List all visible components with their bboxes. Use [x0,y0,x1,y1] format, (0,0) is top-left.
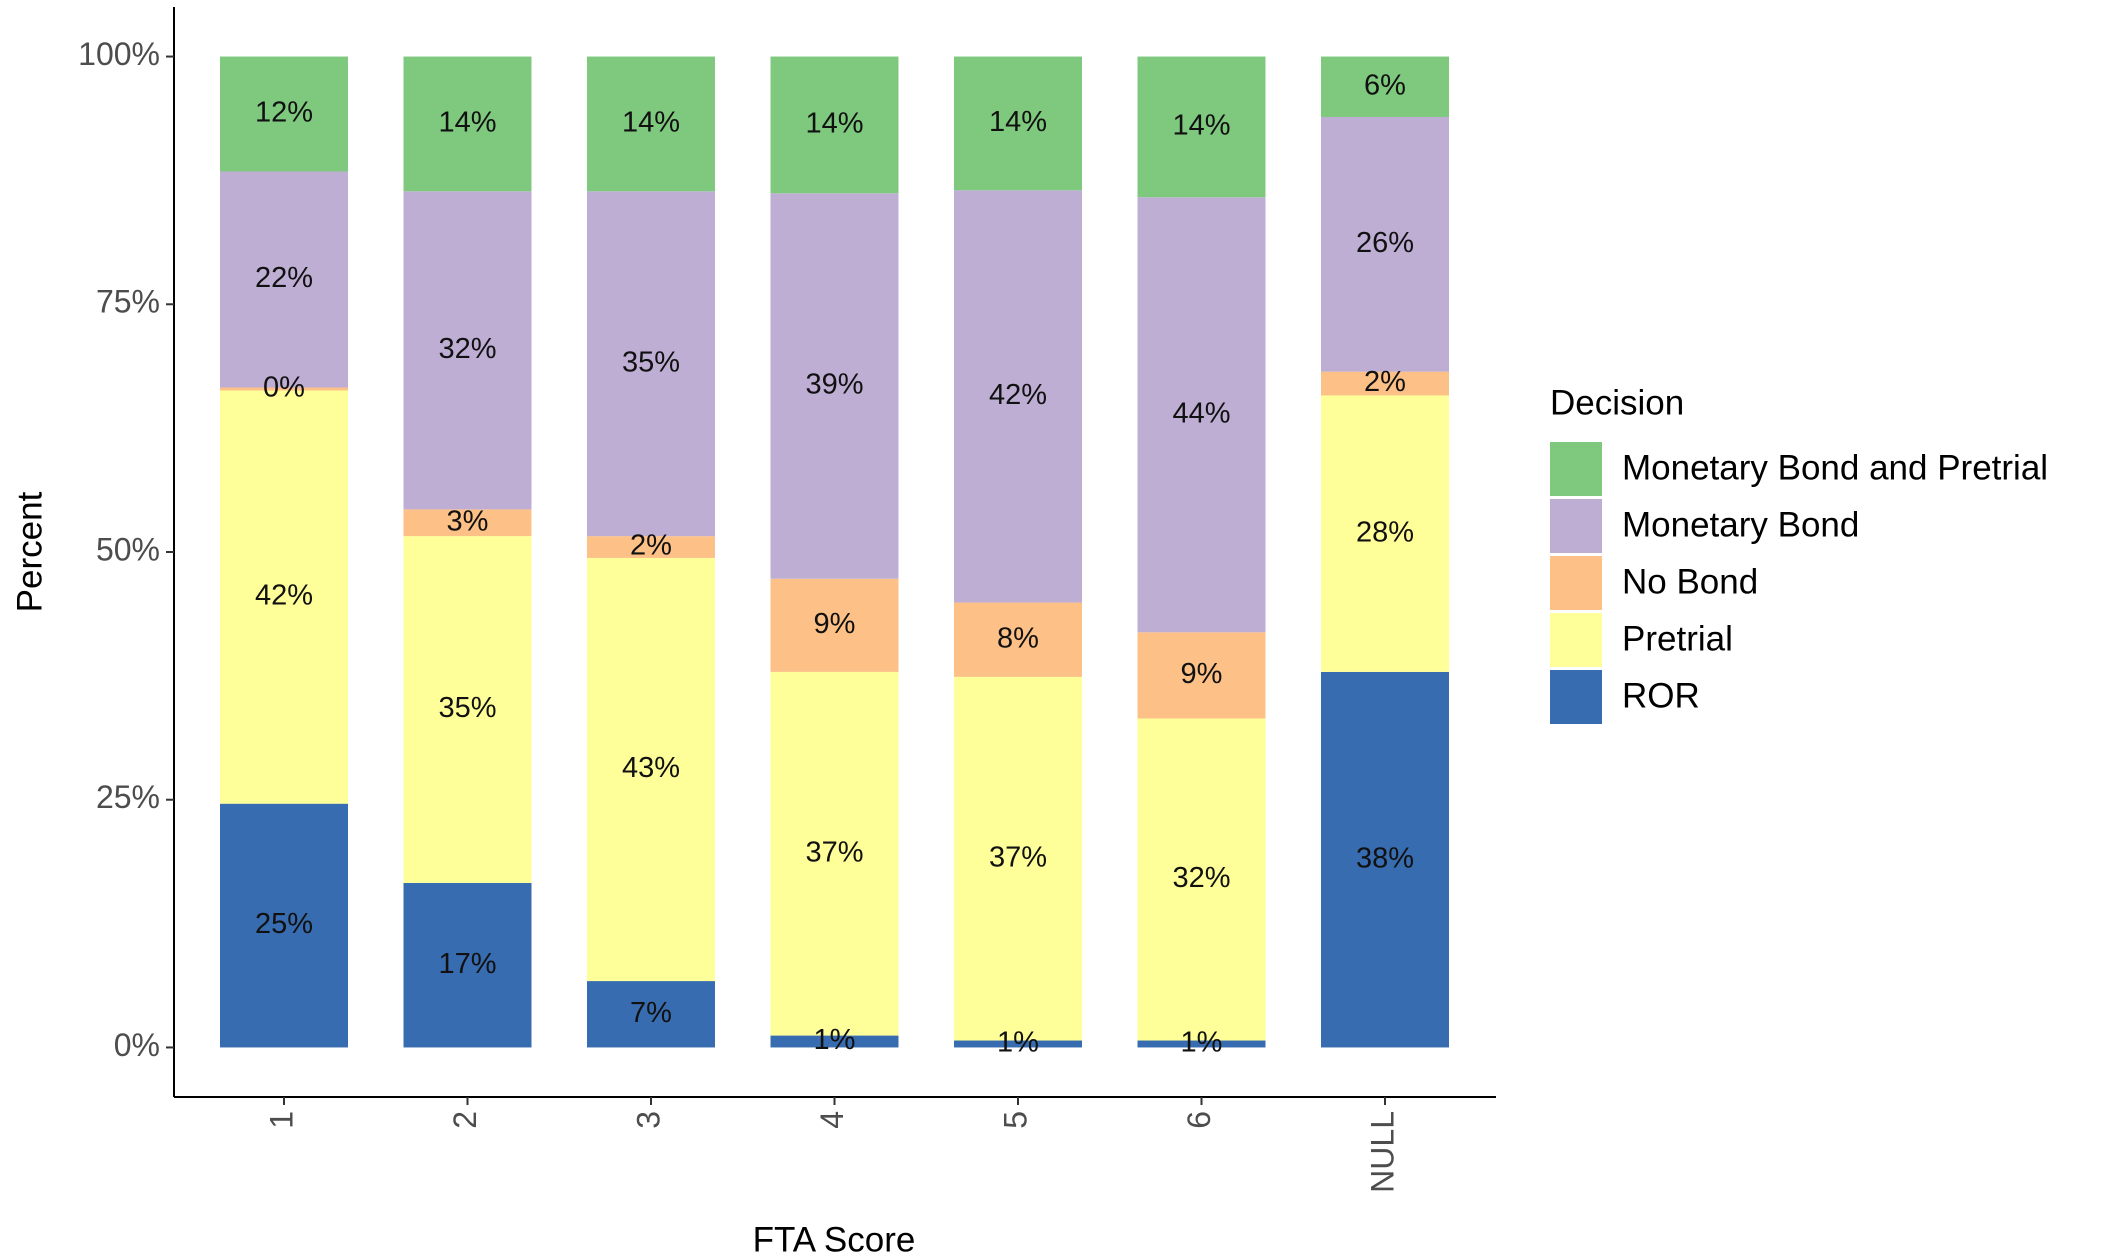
bar-segment [1137,632,1266,719]
bar-segment [954,190,1082,603]
data-label: 14% [805,108,863,140]
legend-swatch [1550,556,1602,610]
data-label: 6% [1364,69,1406,101]
bar-segment [587,191,715,537]
y-tick-label: 75% [96,284,160,320]
bar-segment [220,387,348,391]
bar-segment [954,56,1082,191]
data-label: 44% [1172,397,1230,429]
data-label: 32% [1172,862,1230,894]
data-label: 26% [1356,227,1414,259]
bar-segment [1137,1040,1266,1048]
x-tick-label: 6 [1181,1111,1217,1129]
data-label: 14% [1172,110,1230,142]
y-axis-title: Percent [10,491,49,612]
bar-segment [770,1035,899,1048]
bar-segment [770,671,899,1036]
data-label: 14% [622,107,680,139]
data-label: 35% [622,346,680,378]
bar-segment [403,191,532,510]
data-label: 22% [255,262,313,294]
x-tick-label: 5 [997,1111,1033,1129]
data-label: 42% [255,580,313,612]
bar-segment [403,536,532,883]
legend-label: Monetary Bond and Pretrial [1622,448,2048,487]
data-label: 9% [1181,658,1223,690]
bar-segment [954,1040,1082,1048]
data-label: 28% [1356,516,1414,548]
data-label: 39% [805,369,863,401]
x-tick-label: 3 [630,1111,666,1129]
bar-segment [1137,197,1266,633]
data-label: 2% [1364,366,1406,398]
bar-segment [1137,718,1266,1041]
bar-segment [1321,395,1449,672]
bar-segment [954,602,1082,677]
legend-title: Decision [1550,383,1684,422]
data-label: 7% [630,997,672,1029]
data-label: 14% [989,106,1047,138]
data-label: 0% [263,372,305,404]
bar-segment [403,56,532,192]
bar-segment [587,981,715,1048]
data-label: 1% [814,1024,856,1056]
legend-swatch [1550,613,1602,667]
data-label: 12% [255,97,313,129]
data-label: 43% [622,752,680,784]
bar-segment [587,536,715,558]
legend-label: No Bond [1622,562,1758,601]
bar-segment [220,390,348,804]
data-label: 9% [814,608,856,640]
y-tick-label: 0% [114,1027,160,1063]
bar-segment [220,803,348,1048]
data-label: 37% [989,841,1047,873]
x-tick-label: 1 [263,1111,299,1129]
x-tick-label: NULL [1364,1111,1400,1193]
data-label: 42% [989,379,1047,411]
data-label: 1% [1181,1027,1223,1059]
bar-segment [403,509,532,537]
data-label: 3% [447,505,489,537]
bar-segment [587,56,715,192]
bar-segment [403,882,532,1048]
bar-segment [954,676,1082,1041]
bar-segment [587,557,715,982]
legend-swatch [1550,670,1602,724]
x-tick-label: 2 [447,1111,483,1129]
data-label: 25% [255,908,313,940]
y-tick-label: 50% [96,531,160,567]
x-axis-title: FTA Score [753,1220,916,1256]
x-tick-label: 4 [814,1111,850,1129]
y-tick-label: 100% [78,36,160,72]
data-label: 32% [438,333,496,365]
data-label: 37% [805,836,863,868]
data-label: 1% [997,1027,1039,1059]
bar-segment [1321,371,1449,396]
legend-swatch [1550,442,1602,496]
legend-swatch [1550,499,1602,553]
bar-segment [1137,56,1266,198]
bar-segment [1321,671,1449,1048]
legend-label: Monetary Bond [1622,505,1859,544]
data-label: 35% [438,692,496,724]
data-label: 17% [438,948,496,980]
legend-label: Pretrial [1622,619,1733,658]
y-tick-label: 25% [96,779,160,815]
data-label: 2% [630,530,672,562]
bar-segment [1321,56,1449,117]
data-label: 38% [1356,842,1414,874]
bar-segment [220,171,348,388]
bar-segment [220,56,348,172]
data-label: 8% [997,622,1039,654]
bar-segment [1321,116,1449,372]
legend-label: ROR [1622,676,1700,715]
data-label: 14% [438,107,496,139]
bar-segment [770,193,899,579]
bar-segment [770,56,899,194]
bar-segment [770,578,899,672]
